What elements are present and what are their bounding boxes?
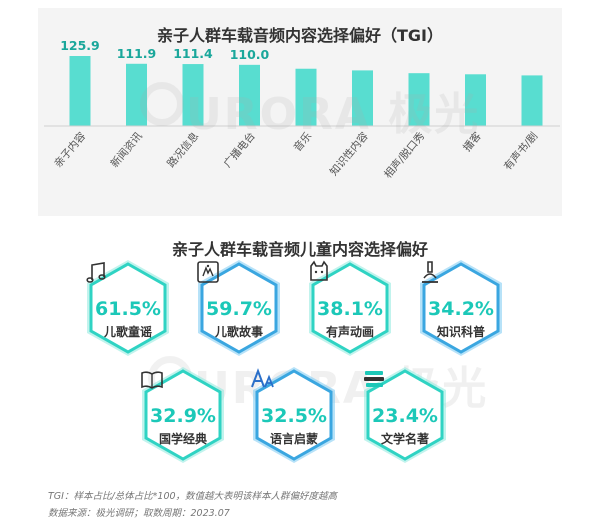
bar-5 bbox=[352, 70, 373, 126]
cat-icon bbox=[310, 260, 328, 281]
hex-label: 国学经典 bbox=[158, 432, 207, 446]
hex-card-3: 34.2% 知识科普 bbox=[416, 258, 506, 358]
microscope-icon bbox=[422, 261, 438, 283]
open-book-icon bbox=[141, 371, 163, 389]
hex-card-2: 38.1% 有声动画 bbox=[305, 258, 395, 358]
hex-value: 32.9% bbox=[150, 405, 216, 427]
bar-3 bbox=[239, 64, 260, 126]
hex-card-4: 32.9% 国学经典 bbox=[138, 365, 228, 465]
section2-title: 亲子人群车载音频儿童内容选择偏好 bbox=[171, 240, 428, 259]
bar-value-label-3: 110.0 bbox=[230, 47, 270, 62]
book-stack-icon bbox=[364, 371, 384, 387]
hex-label: 知识科普 bbox=[436, 325, 485, 339]
hex-value: 32.5% bbox=[261, 405, 327, 427]
hex-value: 38.1% bbox=[317, 298, 383, 320]
hex-label: 有声动画 bbox=[325, 325, 374, 339]
bar-value-label-0: 125.9 bbox=[60, 38, 100, 53]
bar-0 bbox=[69, 56, 91, 126]
hex-value: 23.4% bbox=[372, 405, 438, 427]
chart-title: 亲子人群车载音频内容选择偏好（TGI） bbox=[156, 26, 443, 45]
hex-label: 儿歌童谣 bbox=[103, 325, 152, 339]
bar-value-label-1: 111.9 bbox=[117, 46, 157, 61]
footnote-tgi: TGI：样本占比/总体占比*100，数值越大表明该样本人群偏好度越高 bbox=[48, 491, 338, 502]
category-label-0: 亲子内容 bbox=[51, 129, 88, 170]
bar-2 bbox=[182, 64, 204, 126]
category-label-1: 新闻资讯 bbox=[108, 129, 145, 170]
hex-label: 文学名著 bbox=[380, 432, 429, 446]
hex-value: 59.7% bbox=[206, 298, 272, 320]
footnote-source: 数据来源：极光调研；取数周期：2023.07 bbox=[48, 508, 230, 519]
watermark-text: URORA 极光 bbox=[186, 89, 481, 140]
letters-icon bbox=[251, 368, 274, 388]
bar-8 bbox=[521, 75, 543, 126]
hex-label: 语言启蒙 bbox=[269, 432, 318, 446]
hex-card-0: 61.5% 儿歌童谣 bbox=[83, 258, 173, 358]
bar-7 bbox=[465, 74, 486, 126]
storybook-icon bbox=[197, 261, 219, 283]
hex-value: 34.2% bbox=[428, 298, 494, 320]
hex-label: 儿歌故事 bbox=[214, 325, 263, 339]
category-label-8: 有声书/剧 bbox=[501, 130, 540, 173]
bar-4 bbox=[295, 68, 317, 126]
hex-value: 61.5% bbox=[95, 298, 161, 320]
music-note-icon bbox=[86, 262, 106, 283]
hex-card-6: 23.4% 文学名著 bbox=[360, 365, 450, 465]
bar-6 bbox=[408, 73, 430, 126]
watermark-logo-icon bbox=[140, 82, 184, 126]
hex-card-5: 32.5% 语言启蒙 bbox=[249, 365, 339, 465]
bar-value-label-2: 111.4 bbox=[173, 46, 213, 61]
hex-card-1: 59.7% 儿歌故事 bbox=[194, 258, 284, 358]
